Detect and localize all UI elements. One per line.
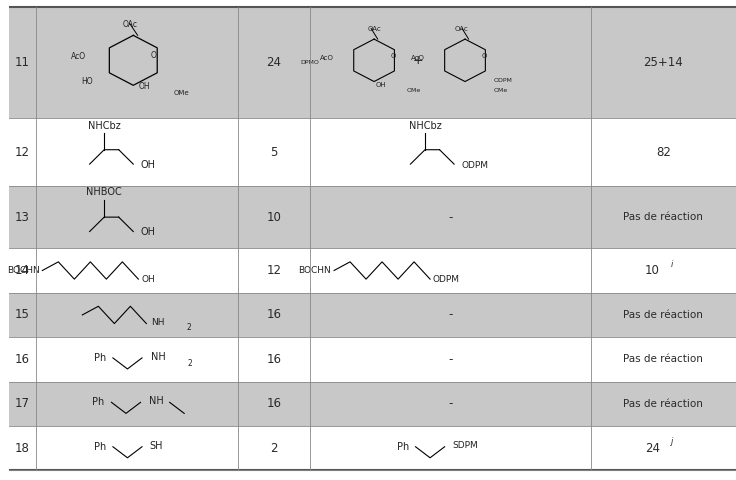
Text: 24: 24 bbox=[266, 56, 282, 69]
Text: j: j bbox=[670, 437, 673, 446]
Text: 10: 10 bbox=[645, 264, 659, 277]
Bar bbox=[9, 248, 736, 293]
Text: -: - bbox=[448, 397, 453, 410]
Bar bbox=[9, 118, 736, 186]
Text: HO: HO bbox=[82, 77, 93, 86]
Text: 16: 16 bbox=[266, 309, 282, 322]
Text: +: + bbox=[412, 54, 423, 67]
Text: 5: 5 bbox=[270, 145, 277, 158]
Text: -: - bbox=[448, 353, 453, 366]
Text: -: - bbox=[448, 211, 453, 224]
Text: 2: 2 bbox=[188, 359, 193, 368]
Text: OH: OH bbox=[376, 82, 386, 88]
Text: NH: NH bbox=[152, 352, 166, 362]
Text: O: O bbox=[481, 53, 486, 60]
Bar bbox=[9, 426, 736, 470]
Text: 82: 82 bbox=[656, 145, 670, 158]
Text: OH: OH bbox=[141, 275, 155, 284]
Text: NH: NH bbox=[151, 318, 164, 326]
Text: Ph: Ph bbox=[94, 442, 107, 452]
Text: 16: 16 bbox=[266, 353, 282, 366]
Text: 12: 12 bbox=[15, 145, 30, 158]
Text: 10: 10 bbox=[266, 211, 281, 224]
Text: NH: NH bbox=[149, 396, 164, 406]
Text: BOCHN: BOCHN bbox=[298, 266, 331, 275]
Text: 16: 16 bbox=[266, 397, 282, 410]
Text: BOCHN: BOCHN bbox=[7, 266, 40, 275]
Text: Pas de réaction: Pas de réaction bbox=[623, 399, 703, 409]
Text: SDPM: SDPM bbox=[452, 441, 478, 450]
Text: 17: 17 bbox=[15, 397, 30, 410]
Text: i: i bbox=[670, 260, 673, 269]
Text: OMe: OMe bbox=[407, 87, 421, 93]
Text: O: O bbox=[151, 51, 157, 60]
Text: 2: 2 bbox=[270, 442, 277, 455]
Bar bbox=[9, 293, 736, 337]
Bar bbox=[9, 7, 736, 118]
Text: 11: 11 bbox=[15, 56, 30, 69]
Text: O: O bbox=[390, 53, 396, 60]
Text: ODPM: ODPM bbox=[461, 161, 489, 169]
Text: NHCbz: NHCbz bbox=[88, 120, 121, 131]
Text: 24: 24 bbox=[645, 442, 660, 455]
Text: 12: 12 bbox=[266, 264, 282, 277]
Text: OH: OH bbox=[138, 82, 150, 91]
Bar bbox=[9, 186, 736, 248]
Text: OH: OH bbox=[141, 160, 155, 170]
Text: Ph: Ph bbox=[94, 353, 107, 363]
Text: 2: 2 bbox=[186, 323, 191, 332]
Text: NHCbz: NHCbz bbox=[408, 120, 442, 131]
Text: SH: SH bbox=[149, 441, 163, 451]
Text: OMe: OMe bbox=[494, 87, 509, 93]
Text: ODPM: ODPM bbox=[494, 78, 513, 83]
Text: 13: 13 bbox=[15, 211, 29, 224]
Text: 14: 14 bbox=[15, 264, 30, 277]
Text: Pas de réaction: Pas de réaction bbox=[623, 212, 703, 222]
Text: -: - bbox=[448, 309, 453, 322]
Text: OH: OH bbox=[141, 228, 155, 238]
Text: DPMO: DPMO bbox=[300, 60, 319, 65]
Text: OMe: OMe bbox=[173, 90, 189, 96]
Bar bbox=[9, 382, 736, 426]
Bar bbox=[9, 337, 736, 382]
Text: Ph: Ph bbox=[397, 442, 409, 452]
Text: OAc: OAc bbox=[455, 26, 468, 32]
Text: Pas de réaction: Pas de réaction bbox=[623, 354, 703, 364]
Text: ODPM: ODPM bbox=[433, 275, 460, 284]
Text: AcO: AcO bbox=[320, 55, 334, 61]
Text: Ph: Ph bbox=[92, 397, 105, 408]
Text: 16: 16 bbox=[15, 353, 30, 366]
Text: AcO: AcO bbox=[71, 52, 86, 61]
Text: OAc: OAc bbox=[367, 26, 381, 32]
Text: 18: 18 bbox=[15, 442, 29, 455]
Text: NHBOC: NHBOC bbox=[86, 187, 122, 197]
Text: AcO: AcO bbox=[411, 55, 425, 61]
Text: 15: 15 bbox=[15, 309, 29, 322]
Text: Pas de réaction: Pas de réaction bbox=[623, 310, 703, 320]
Text: OAc: OAc bbox=[122, 20, 137, 29]
Text: 25+14: 25+14 bbox=[643, 56, 683, 69]
